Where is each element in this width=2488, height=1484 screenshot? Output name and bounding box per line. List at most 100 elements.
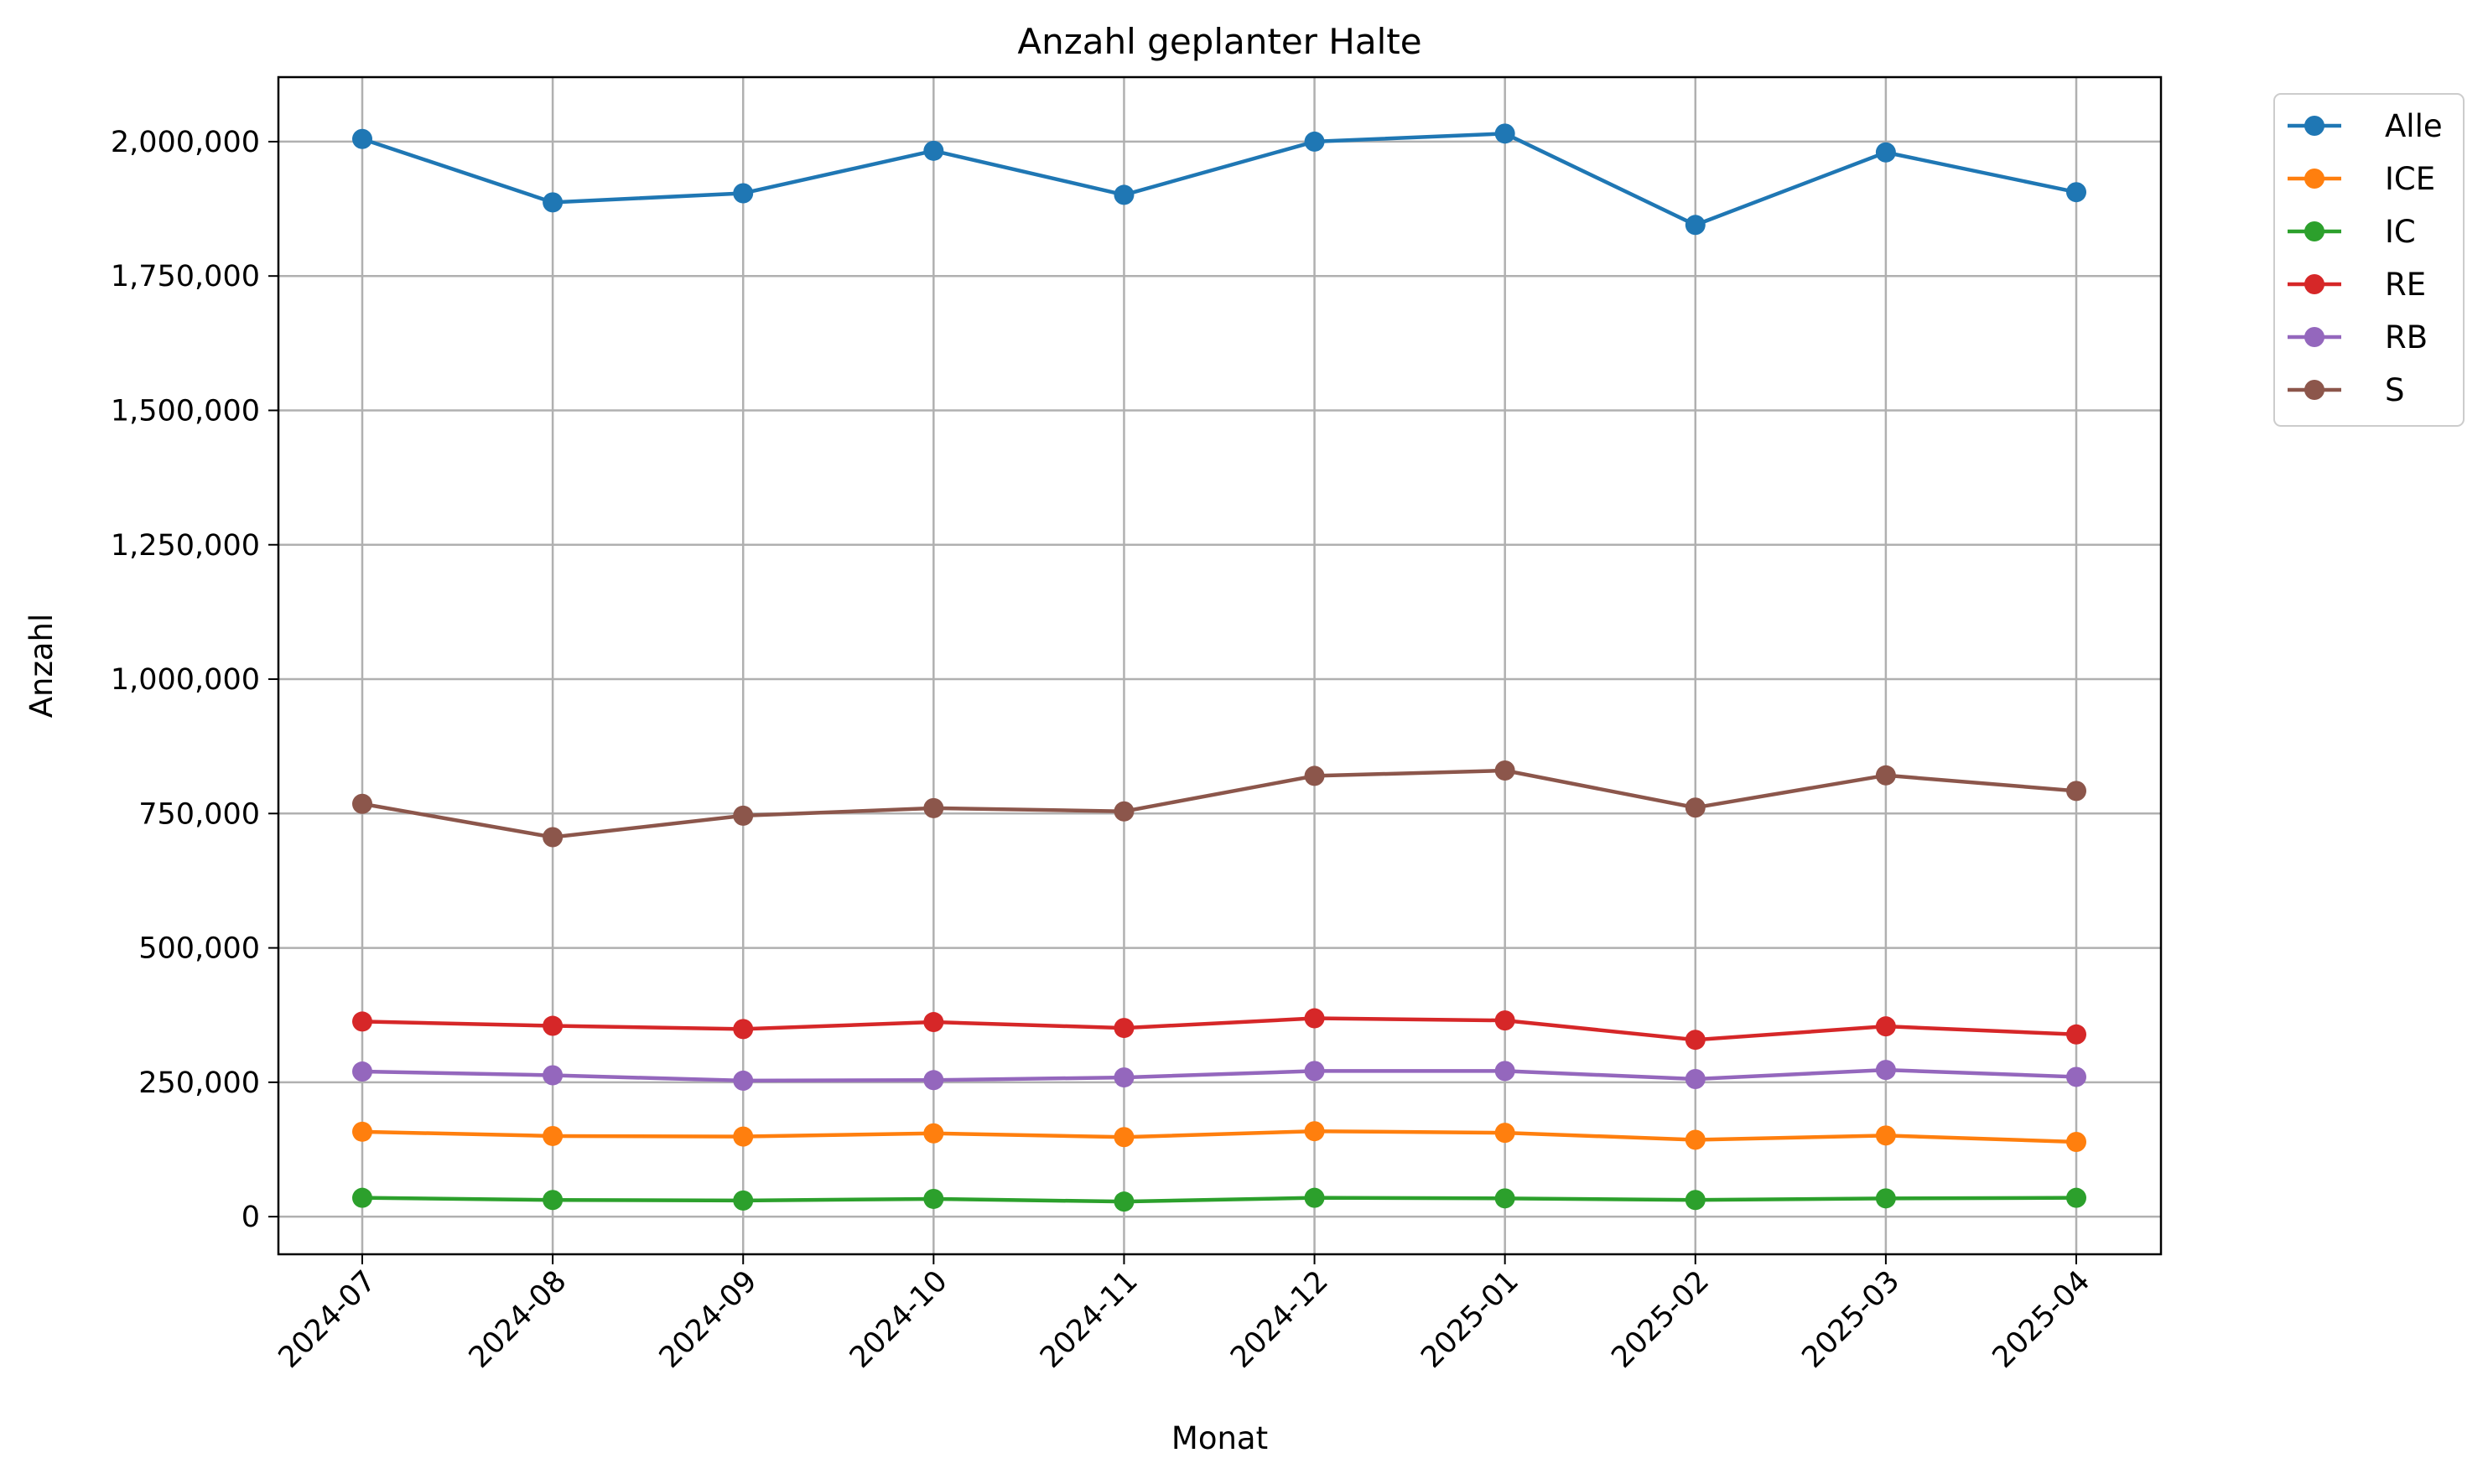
data-point (1304, 1008, 1325, 1029)
legend-label: RB (2385, 319, 2428, 355)
data-point (1114, 801, 1135, 822)
data-point (923, 1012, 944, 1033)
series-re (352, 1008, 2086, 1051)
y-tick-label: 1,750,000 (111, 260, 260, 293)
y-tick-label: 750,000 (138, 797, 260, 831)
data-point (1304, 1121, 1325, 1142)
legend-item: Alle (2288, 108, 2443, 144)
data-point (1875, 1125, 1896, 1146)
data-point (923, 140, 944, 161)
grid-lines (278, 77, 2161, 1254)
series-line (361, 132, 2077, 227)
data-point (1685, 1190, 1706, 1211)
chart-title: Anzahl geplanter Halte (1017, 21, 1421, 62)
data-point (1875, 142, 1896, 163)
data-point (1114, 1127, 1135, 1148)
legend-item: RB (2288, 319, 2428, 355)
legend: Alle ICE IC RE RB S (2273, 93, 2465, 427)
data-point (2066, 1024, 2086, 1045)
series-line (361, 1196, 2077, 1204)
plot-frame (277, 75, 2163, 1256)
data-point (352, 1121, 372, 1142)
legend-item: RE (2288, 267, 2426, 303)
legend-item: S (2288, 372, 2405, 408)
y-tick-label: 1,500,000 (111, 394, 260, 428)
data-point (733, 183, 754, 204)
legend-label: IC (2385, 214, 2416, 250)
data-point (543, 192, 564, 213)
data-point (352, 1011, 372, 1032)
series-line (361, 1016, 2077, 1042)
data-point (1875, 765, 1896, 786)
data-point (1494, 1061, 1515, 1082)
x-axis-label: Monat (1171, 1420, 1268, 1456)
data-point (733, 1126, 754, 1147)
series-line (361, 1129, 2077, 1144)
data-point (2066, 182, 2086, 203)
series-s (352, 760, 2086, 848)
data-point (543, 1125, 564, 1146)
data-point (1685, 1030, 1706, 1051)
data-point (543, 827, 564, 848)
y-tick-label: 0 (242, 1201, 260, 1234)
legend-marker (2304, 327, 2324, 347)
legend-marker (2304, 169, 2324, 189)
data-point (1875, 1060, 1896, 1081)
data-point (352, 1187, 372, 1208)
data-point (1875, 1188, 1896, 1209)
data-point (733, 1019, 754, 1040)
data-point (1114, 1067, 1135, 1088)
data-point (1494, 123, 1515, 144)
data-point (352, 793, 372, 814)
data-point (1114, 184, 1135, 205)
data-point (2066, 1066, 2086, 1087)
data-point (733, 1070, 754, 1091)
legend-marker (2304, 221, 2324, 241)
data-point (1685, 1069, 1706, 1090)
data-point (1304, 1061, 1325, 1082)
data-point (1494, 1123, 1515, 1144)
data-point (923, 1188, 944, 1209)
y-tick-label: 500,000 (138, 932, 260, 966)
data-point (1685, 797, 1706, 818)
series-line (361, 1067, 2077, 1083)
series-ice (352, 1121, 2086, 1153)
data-point (733, 805, 754, 826)
data-point (923, 1123, 944, 1144)
data-point (1494, 1188, 1515, 1209)
data-point (2066, 1187, 2086, 1208)
data-point (733, 1190, 754, 1211)
y-tick-label: 2,000,000 (111, 126, 260, 159)
data-point (1114, 1191, 1135, 1212)
series-ic (352, 1187, 2086, 1212)
data-point (2066, 1132, 2086, 1153)
data-point (352, 1061, 372, 1082)
data-point (352, 128, 372, 149)
data-point (1494, 1010, 1515, 1031)
legend-label: RE (2385, 267, 2426, 303)
data-point (1304, 1187, 1325, 1208)
series-rb (352, 1060, 2086, 1091)
data-point (1685, 1129, 1706, 1150)
y-tick-label: 1,250,000 (111, 529, 260, 563)
data-point (1304, 131, 1325, 152)
data-point (543, 1065, 564, 1086)
y-axis-label: Anzahl (23, 614, 60, 719)
data-point (2066, 781, 2086, 802)
series-line (361, 768, 2077, 839)
series-layer (352, 123, 2086, 1212)
legend-item: IC (2288, 214, 2416, 250)
legend-marker (2304, 274, 2324, 294)
legend-label: ICE (2385, 161, 2435, 197)
series-alle (352, 123, 2086, 236)
data-point (1875, 1016, 1896, 1037)
legend-marker (2304, 380, 2324, 400)
data-point (1114, 1018, 1135, 1039)
data-point (923, 797, 944, 818)
legend-label: S (2385, 372, 2405, 408)
data-point (1304, 765, 1325, 786)
data-point (923, 1070, 944, 1091)
y-tick-label: 1,000,000 (111, 663, 260, 697)
